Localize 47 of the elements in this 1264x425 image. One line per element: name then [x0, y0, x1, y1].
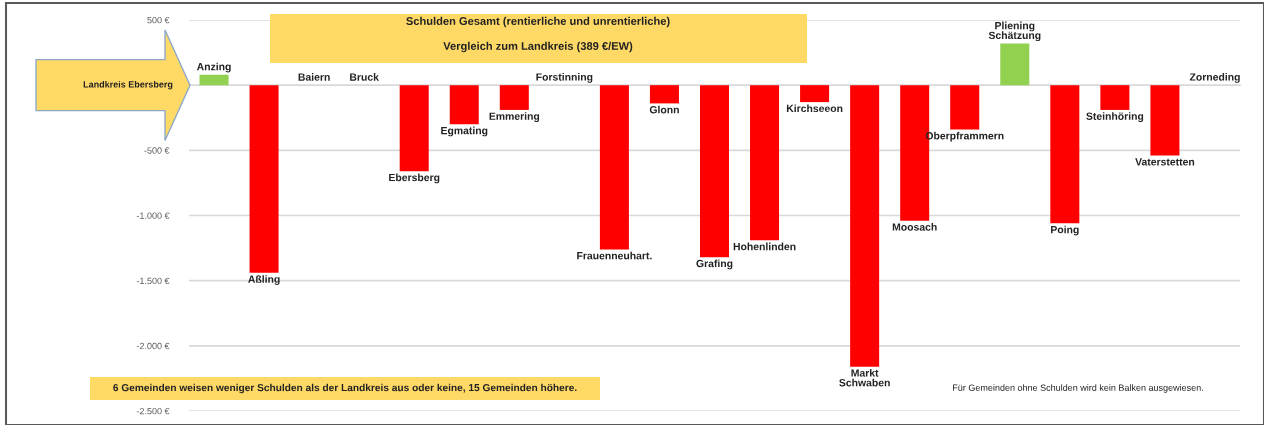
bar [1100, 85, 1130, 110]
x-tick-label: Grafing [696, 259, 733, 270]
annotation: 6 Gemeinden weisen weniger Schulden als der Landkreis aus oder keine, 15 Gemeinden höhere. [113, 383, 577, 394]
x-tick-label: Aßling [248, 275, 280, 285]
bar [1000, 43, 1030, 86]
bar [599, 85, 629, 250]
y-tick-label: -500 € [144, 147, 170, 154]
bar [950, 85, 980, 130]
bar [249, 85, 279, 273]
x-tick-label: Emmering [489, 112, 540, 123]
y-tick-label: -2.500 € [136, 407, 170, 415]
bar [449, 85, 479, 125]
x-tick-label: Steinhöring [1086, 112, 1144, 123]
bar [800, 85, 830, 103]
x-tick-label: Glonn [649, 105, 679, 114]
x-tick-label: Egmating [441, 126, 488, 137]
x-tick-label: Frauenneuhart. [577, 251, 652, 260]
x-tick-label: Hohenlinden [733, 242, 796, 251]
bar [1150, 85, 1180, 156]
bar [699, 85, 730, 258]
ref-line-label: Landkreis Ebersberg [83, 80, 173, 90]
y-tick-label: -1.000 € [136, 212, 170, 219]
x-tick-label: Kirchseeon [786, 104, 843, 113]
bar [850, 85, 880, 367]
x-tick-label: Anzing [196, 62, 231, 73]
bar [750, 85, 780, 241]
bar [649, 85, 679, 104]
x-tick-label: Zorneding [1189, 73, 1240, 83]
bar [1050, 85, 1080, 224]
x-tick-label: Bruck [350, 73, 379, 81]
annotation: Für Gemeinden ohne Schulden wird kein Balken ausgewiesen. [953, 384, 1203, 393]
x-tick-label: Markt Schwaben [839, 369, 890, 387]
x-tick-label: Ebersberg [389, 173, 440, 184]
x-tick-label: Vaterstetten [1135, 158, 1195, 166]
x-tick-label: Baiern [298, 73, 330, 81]
x-tick-label: Pliening Schätzung [988, 21, 1041, 42]
bar [499, 85, 529, 110]
x-tick-label: Forstinning [536, 73, 593, 83]
bar [199, 74, 229, 86]
x-tick-label: Moosach [892, 223, 937, 231]
y-tick-label: -2.000 € [136, 342, 170, 350]
x-tick-label: Poing [1051, 225, 1079, 236]
y-tick-label: 500 € [147, 16, 170, 24]
y-tick-label: -1.500 € [136, 277, 170, 285]
chart-title: Schulden Gesamt (rentierliche und unrentierliche) [406, 16, 670, 28]
text: Vergleich zum Landkreis (389 €/EW) [443, 41, 633, 53]
bar [399, 85, 429, 172]
